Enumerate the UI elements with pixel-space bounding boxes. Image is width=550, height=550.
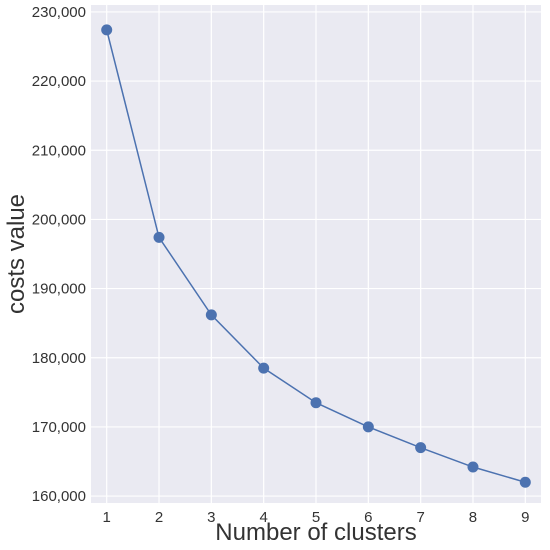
- y-tick-labels: 160,000 170,000 180,000 190,000 200,000 210,0…: [32, 4, 86, 505]
- data-points: [101, 24, 531, 488]
- y-tick-label: 220,000: [32, 73, 86, 90]
- x-tick-label: 3: [207, 509, 215, 526]
- y-tick-label: 210,000: [32, 142, 86, 159]
- x-tick-label: 8: [469, 509, 477, 526]
- data-point: [258, 362, 270, 374]
- data-point: [362, 421, 374, 433]
- data-point: [101, 24, 113, 36]
- x-tick-label: 5: [312, 509, 320, 526]
- x-tick-label: 2: [155, 509, 163, 526]
- y-tick-label: 200,000: [32, 211, 86, 228]
- x-axis-label: Number of clusters: [215, 519, 416, 545]
- y-tick-label: 230,000: [32, 4, 86, 21]
- data-point: [153, 231, 165, 243]
- y-tick-label: 170,000: [32, 419, 86, 436]
- x-tick-label: 9: [521, 509, 529, 526]
- data-point: [205, 309, 217, 321]
- grid-lines: [91, 5, 541, 503]
- y-tick-label: 190,000: [32, 281, 86, 298]
- x-tick-label: 4: [260, 509, 268, 526]
- y-axis-label: costs value: [3, 194, 30, 314]
- data-point: [519, 476, 531, 488]
- y-tick-label: 180,000: [32, 350, 86, 367]
- x-tick-label: 7: [416, 509, 424, 526]
- y-tick-label: 160,000: [32, 488, 86, 505]
- x-tick-labels: 1 2 3 4 5 6 7 8 9: [103, 509, 530, 526]
- x-tick-label: 6: [364, 509, 372, 526]
- x-tick-label: 1: [103, 509, 111, 526]
- data-point: [415, 442, 427, 454]
- data-point: [310, 397, 322, 409]
- data-point: [467, 461, 479, 473]
